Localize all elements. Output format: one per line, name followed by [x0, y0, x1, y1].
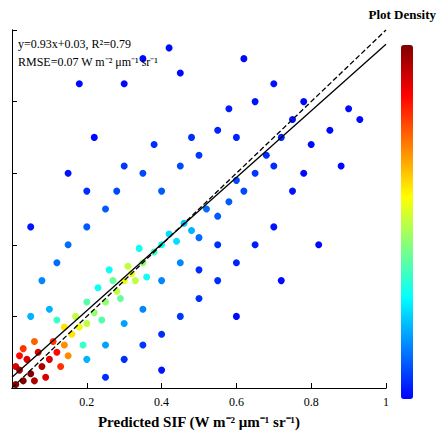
svg-text:0.4: 0.4	[154, 395, 169, 409]
svg-text:Plot Density: Plot Density	[368, 7, 436, 22]
svg-text:Predicted SIF (W m⁻² μm⁻¹ sr⁻¹: Predicted SIF (W m⁻² μm⁻¹ sr⁻¹)	[98, 414, 300, 431]
svg-text:1: 1	[383, 395, 389, 409]
svg-text:0.8: 0.8	[304, 395, 319, 409]
svg-text:0.6: 0.6	[229, 395, 244, 409]
svg-text:y=0.93x+0.03, R²=0.79: y=0.93x+0.03, R²=0.79	[18, 37, 131, 51]
svg-text:RMSE=0.07 W m⁻² μm⁻¹ sr⁻¹: RMSE=0.07 W m⁻² μm⁻¹ sr⁻¹	[18, 55, 158, 69]
svg-text:0.2: 0.2	[79, 395, 94, 409]
